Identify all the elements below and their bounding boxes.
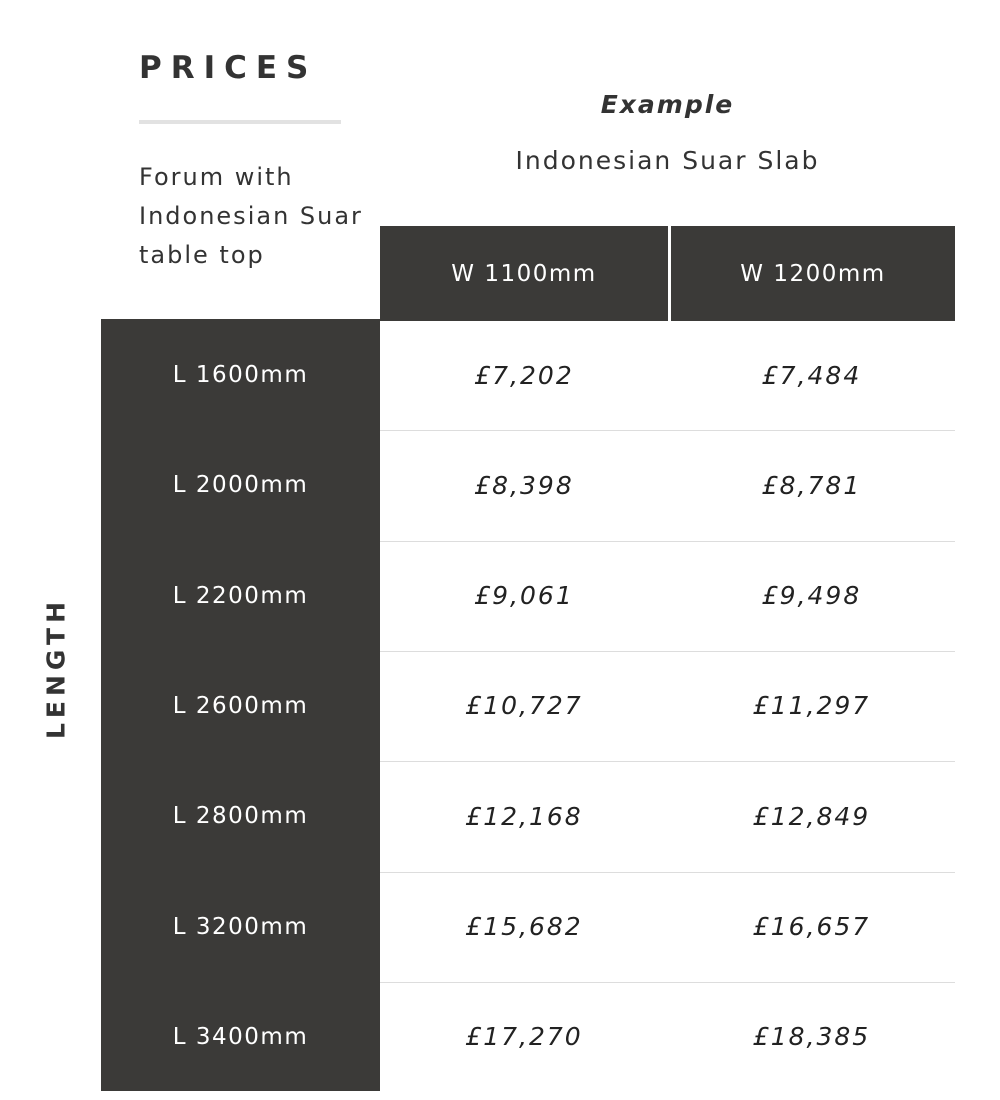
column-header: W 1200mm [671,226,955,321]
table-row: L 3400mm £17,270 £18,385 [101,982,955,1092]
price-cell: £8,781 [761,470,862,500]
price-cell: £17,270 [465,1022,583,1052]
row-divider [380,761,955,763]
length-axis-label: LENGTH [41,597,71,739]
table-row: L 1600mm £7,202 £7,484 [101,320,955,430]
product-description: Forum with Indonesian Suar table top [139,163,363,269]
row-divider [380,650,955,652]
row-length: L 3200mm [172,913,309,940]
price-cell: £12,168 [465,801,583,831]
material-label: Indonesian Suar Slab [515,146,820,175]
table-row: L 2000mm £8,398 £8,781 [101,430,955,540]
row-divider [380,430,955,432]
price-cell: £7,484 [761,360,862,390]
table-row: L 2600mm £10,727 £11,297 [101,651,955,761]
column-header: W 1100mm [380,226,668,321]
price-cell: £7,202 [474,360,574,390]
price-cell: £11,297 [752,691,871,721]
row-length: L 2200mm [172,582,309,609]
table-row: L 2800mm £12,168 £12,849 [101,761,955,871]
page-title: PRICES [139,50,318,86]
row-divider [380,981,955,983]
row-divider [380,540,955,542]
price-cell: £9,061 [474,581,574,611]
price-cell: £16,657 [752,912,871,941]
row-length: L 2000mm [172,472,309,499]
price-cell: £18,385 [752,1022,871,1052]
row-length: L 1600mm [172,362,309,388]
title-divider [139,120,341,124]
row-length: L 2800mm [172,803,309,830]
price-cell: £15,682 [465,912,583,941]
table-row: L 2200mm £9,061 £9,498 [101,541,955,651]
price-cell: £9,498 [761,581,862,611]
row-header-column [101,319,380,1091]
row-length: L 2600mm [172,692,309,719]
price-cell: £12,849 [752,801,871,831]
row-length: L 3400mm [172,1023,309,1050]
table-row: L 3200mm £15,682 £16,657 [101,872,955,982]
price-cell: £8,398 [474,470,574,500]
row-divider [380,871,955,873]
example-label: Example [600,90,735,119]
price-cell: £10,727 [465,691,583,721]
